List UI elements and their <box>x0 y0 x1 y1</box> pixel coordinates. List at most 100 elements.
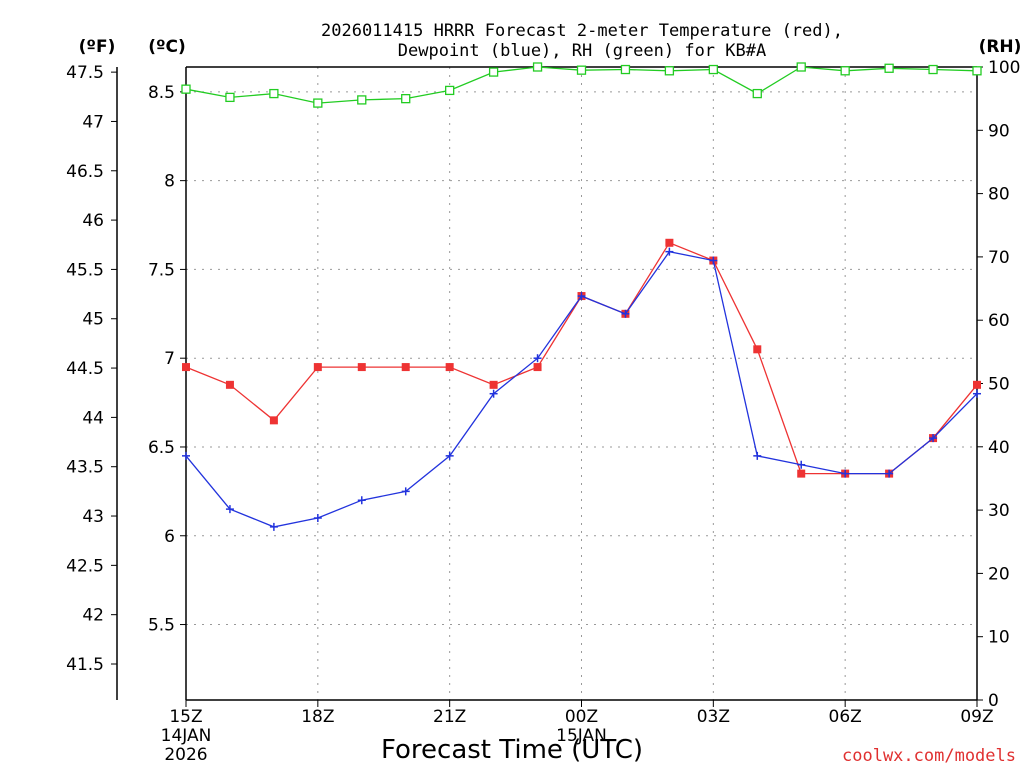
rh-data-point <box>357 95 367 105</box>
temperature-data-point <box>489 380 498 389</box>
rh-data-point <box>928 64 938 75</box>
celsius-tick-label: 8 <box>164 172 175 192</box>
fahrenheit-tick-label: 45.5 <box>66 260 104 280</box>
celsius-tick-label: 7 <box>164 349 175 369</box>
temperature-data-point <box>269 416 278 425</box>
celsius-tick-label: 8.5 <box>148 83 175 103</box>
fahrenheit-tick-label: 44 <box>82 408 104 428</box>
credit-text: coolwx.com/models <box>842 746 1016 766</box>
temperature-data-point <box>357 363 366 372</box>
dewpoint-data-point <box>269 522 278 531</box>
dewpoint-data-point <box>533 354 542 363</box>
rh-tick-label: 80 <box>988 185 1010 205</box>
temperature-data-point <box>313 363 322 372</box>
fahrenheit-tick-label: 46 <box>82 211 104 231</box>
temperature-data-point <box>182 363 190 372</box>
chart-title-line2: Dewpoint (blue), RH (green) for KB#A <box>398 41 766 61</box>
fahrenheit-tick-label: 41.5 <box>66 655 104 675</box>
fahrenheit-tick-label: 42.5 <box>66 556 104 576</box>
rh-tick-label: 0 <box>988 691 999 711</box>
rh-tick-label: 70 <box>988 248 1010 268</box>
x-tick-label: 09Z <box>960 707 993 727</box>
fahrenheit-tick-label: 42 <box>82 606 104 626</box>
rh-tick-label: 100 <box>988 58 1020 78</box>
temperature-data-point <box>445 363 454 372</box>
rh-data-point <box>840 66 850 76</box>
rh-data-point <box>620 64 631 75</box>
axes: 5.5 6 6.5 7 7.5 8 8.5 41.5 42 42.5 43 43.5 44 44.5 45 4… <box>66 58 1020 765</box>
dewpoint-data-point <box>489 389 498 398</box>
celsius-unit-label: (ºC) <box>148 37 186 57</box>
temperature-data-point <box>665 238 674 247</box>
rh-tick-label: 10 <box>988 628 1010 648</box>
dewpoint-data-point <box>401 487 410 496</box>
rh-data-point <box>884 63 894 73</box>
dewpoint-data-point <box>621 309 630 318</box>
rh-data-point <box>532 62 543 72</box>
data-series <box>181 62 982 531</box>
rh-tick-label: 40 <box>988 438 1010 458</box>
rh-data-point <box>708 64 718 75</box>
fahrenheit-tick-label: 43.5 <box>66 458 104 478</box>
temperature-data-point <box>401 363 410 372</box>
rh-tick-label: 90 <box>988 121 1010 141</box>
rh-data-point <box>181 84 191 94</box>
dewpoint-data-point <box>753 451 762 460</box>
rh-data-point <box>664 66 675 76</box>
temperature-data-point <box>797 469 806 478</box>
fahrenheit-tick-label: 45 <box>82 310 104 330</box>
temperature-data-point <box>225 380 234 389</box>
dewpoint-data-point <box>577 292 586 301</box>
fahrenheit-unit-label: (ºF) <box>79 37 116 57</box>
rh-data-point <box>576 65 587 75</box>
dewpoint-data-point <box>841 469 850 478</box>
dewpoint-data-point <box>313 514 322 523</box>
dewpoint-data-point <box>709 256 718 265</box>
x-tick-label: 18Z <box>301 707 334 727</box>
temperature-data-point <box>533 363 542 372</box>
fahrenheit-tick-label: 47.5 <box>66 63 104 83</box>
dewpoint-data-point <box>225 505 234 514</box>
dewpoint-data-point <box>973 389 981 398</box>
rh-data-point <box>972 66 982 76</box>
x-axis-title: Forecast Time (UTC) <box>381 735 643 765</box>
rh-data-point <box>796 62 806 72</box>
x-tick-label: 15Z <box>169 707 202 727</box>
celsius-tick-label: 7.5 <box>148 260 175 280</box>
x-tick-year-label: 2026 <box>164 745 207 765</box>
rh-data-point <box>401 94 411 104</box>
chart-title-line1: 2026011415 HRRR Forecast 2-meter Tempera… <box>321 21 843 41</box>
dewpoint-data-point <box>357 496 366 505</box>
rh-tick-label: 20 <box>988 564 1010 584</box>
grid-lines <box>186 67 977 700</box>
dewpoint-data-point <box>182 451 190 460</box>
rh-unit-label: (RH) <box>979 37 1022 57</box>
dewpoint-data-point <box>885 469 894 478</box>
fahrenheit-tick-label: 44.5 <box>66 359 104 379</box>
temperature-data-point <box>973 380 981 389</box>
x-tick-label: 06Z <box>829 707 862 727</box>
x-tick-date-label: 14JAN <box>161 726 212 746</box>
x-tick-label: 00Z <box>565 707 598 727</box>
rh-data-point <box>313 98 323 108</box>
fahrenheit-tick-label: 43 <box>82 507 104 527</box>
x-tick-label: 03Z <box>697 707 730 727</box>
celsius-tick-label: 5.5 <box>148 616 175 636</box>
celsius-tick-label: 6 <box>164 527 175 547</box>
dewpoint-data-point <box>797 460 806 469</box>
rh-data-point <box>269 88 279 99</box>
rh-tick-label: 50 <box>988 375 1010 395</box>
rh-data-point <box>445 85 455 96</box>
temperature-data-point <box>753 345 762 354</box>
rh-data-point <box>225 92 235 103</box>
x-tick-date-label: 15JAN <box>556 726 607 746</box>
dewpoint-data-point <box>445 451 454 460</box>
dewpoint-data-point <box>929 434 938 443</box>
rh-data-point <box>488 67 499 77</box>
fahrenheit-tick-label: 47 <box>82 112 104 132</box>
x-tick-label: 21Z <box>433 707 466 727</box>
rh-data-point <box>752 88 762 99</box>
celsius-tick-label: 6.5 <box>148 438 175 458</box>
fahrenheit-tick-label: 46.5 <box>66 162 104 182</box>
